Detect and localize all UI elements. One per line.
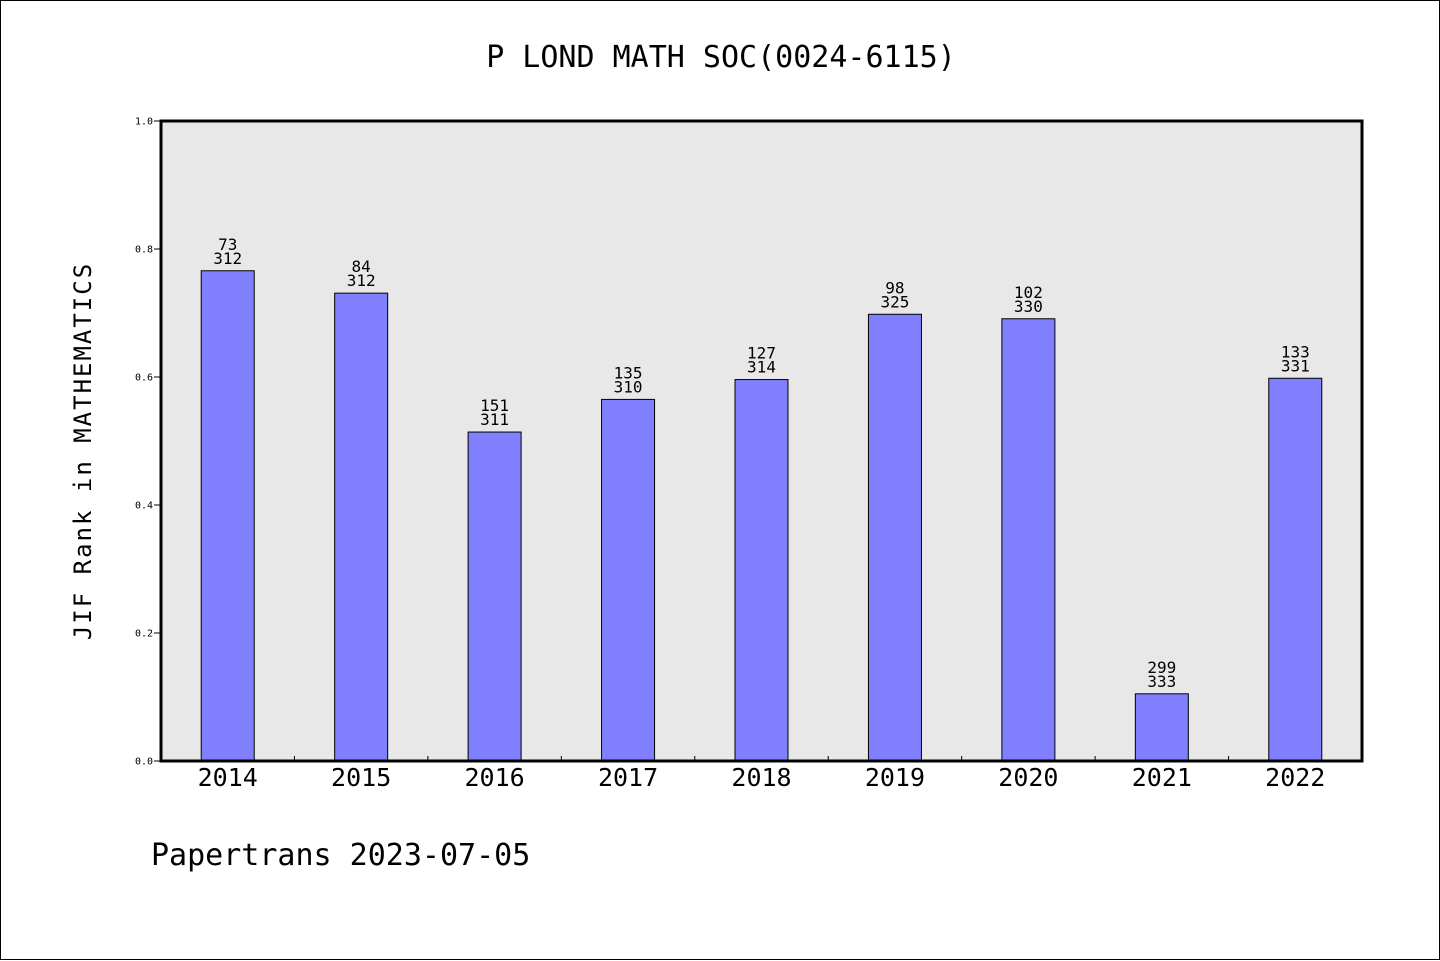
y-tick-label: 0.4 [135,501,153,512]
chart-title: P LOND MATH SOC(0024-6115) [486,40,956,75]
x-tick-label: 2022 [1265,763,1325,792]
bar-2017 [601,398,656,762]
x-tick-label: 2016 [465,763,525,792]
data-label-total: 312 [213,249,242,268]
bar-2016 [467,431,522,762]
data-label-total: 314 [747,358,776,377]
x-tick-label: 2021 [1132,763,1192,792]
data-label-rank: 127 [747,344,776,363]
x-tick-label: 2015 [331,763,391,792]
bar-2019 [867,313,922,762]
data-label-rank: 98 [885,278,904,297]
bar-2022 [1268,377,1323,762]
data-label-total: 312 [347,271,376,290]
y-tick-label: 0.6 [135,373,153,384]
data-label-total: 310 [614,377,643,396]
data-label-total: 325 [880,292,909,311]
data-label-total: 330 [1014,297,1043,316]
x-tick-label: 2019 [865,763,925,792]
y-tick-label: 0.8 [135,245,153,256]
data-label-total: 331 [1281,356,1310,375]
data-label-total: 333 [1147,672,1176,691]
bar-2018 [734,379,789,762]
y-tick-label: 1.0 [135,117,153,128]
bar-2021 [1134,693,1189,762]
y-axis-label: JIF Rank in MATHEMATICS [69,262,97,640]
x-tick-label: 2014 [198,763,258,792]
footer-text: Papertrans 2023-07-05 [151,838,530,873]
data-label-rank: 84 [352,257,371,276]
x-tick-label: 2018 [731,763,791,792]
data-label-total: 311 [480,410,509,429]
data-label-rank: 102 [1014,283,1043,302]
y-tick-label: 0.0 [135,757,153,768]
x-tick-label: 2020 [998,763,1058,792]
bar-series [200,270,1323,762]
bar-2015 [334,292,389,762]
data-labels: 2014733122015843122016151311201713531020… [198,235,1326,792]
plot-border [159,119,1364,763]
x-tick-label: 2017 [598,763,658,792]
bar-2020 [1001,318,1056,762]
data-label-rank: 299 [1147,658,1176,677]
data-label-rank: 135 [614,363,643,382]
y-tick-label: 0.2 [135,629,153,640]
bar-2014 [200,270,255,762]
data-label-rank: 73 [218,235,237,254]
data-label-rank: 151 [480,396,509,415]
data-label-rank: 133 [1281,342,1310,361]
